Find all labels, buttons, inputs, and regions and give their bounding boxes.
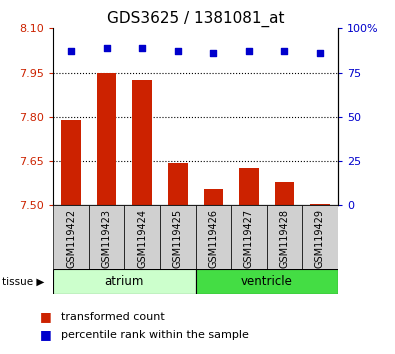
Text: ■: ■	[40, 328, 51, 341]
Bar	[196, 205, 231, 269]
Bar	[53, 205, 89, 269]
Point	[317, 50, 323, 56]
Bar	[124, 205, 160, 269]
Text: GSM119428: GSM119428	[279, 209, 290, 268]
Bar	[168, 162, 188, 205]
Bar	[203, 189, 223, 205]
Text: ■: ■	[40, 310, 51, 323]
Text: GSM119422: GSM119422	[66, 209, 76, 268]
Text: tissue ▶: tissue ▶	[2, 276, 44, 286]
Bar	[132, 80, 152, 205]
Text: transformed count: transformed count	[61, 312, 165, 322]
Bar	[310, 204, 330, 205]
Point	[210, 50, 216, 56]
Point	[139, 45, 145, 51]
Text: GSM119423: GSM119423	[102, 209, 112, 268]
Point	[175, 48, 181, 54]
Text: GSM119425: GSM119425	[173, 209, 183, 268]
Point	[246, 48, 252, 54]
Bar	[160, 205, 196, 269]
Text: GSM119424: GSM119424	[137, 209, 147, 268]
Bar	[231, 205, 267, 269]
Bar	[267, 205, 302, 269]
Bar	[239, 169, 259, 205]
Bar	[97, 73, 117, 205]
Bar	[61, 120, 81, 205]
Text: GSM119429: GSM119429	[315, 209, 325, 268]
Text: percentile rank within the sample: percentile rank within the sample	[61, 330, 249, 339]
Text: GSM119426: GSM119426	[208, 209, 218, 268]
Bar	[89, 205, 124, 269]
Bar	[53, 269, 196, 294]
Point	[103, 45, 110, 51]
Text: atrium: atrium	[105, 275, 144, 288]
Bar	[196, 269, 338, 294]
Title: GDS3625 / 1381081_at: GDS3625 / 1381081_at	[107, 11, 284, 27]
Text: GSM119427: GSM119427	[244, 209, 254, 268]
Bar	[302, 205, 338, 269]
Point	[68, 48, 74, 54]
Text: ventricle: ventricle	[241, 275, 293, 288]
Bar	[275, 182, 294, 205]
Point	[281, 48, 288, 54]
